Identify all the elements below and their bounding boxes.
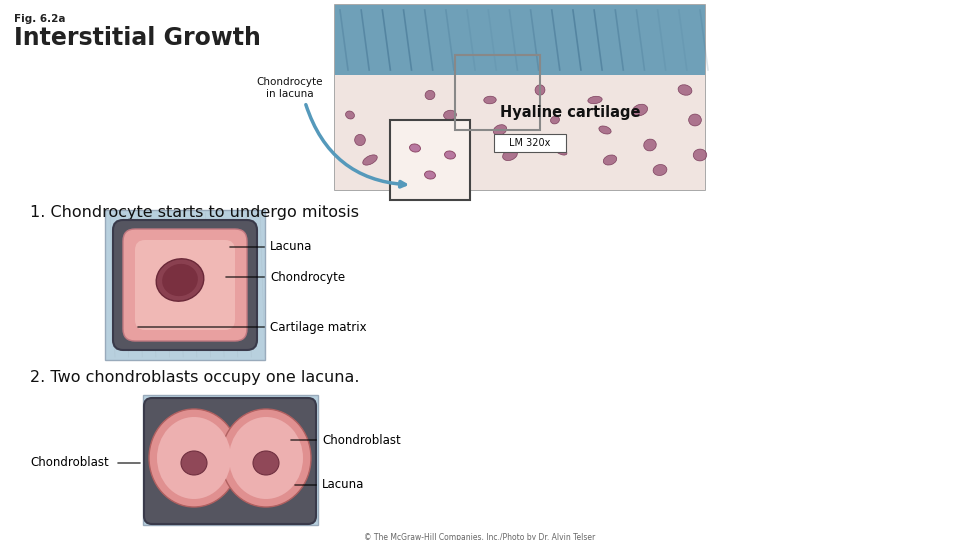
Ellipse shape xyxy=(162,264,198,296)
Ellipse shape xyxy=(149,409,239,507)
Ellipse shape xyxy=(598,124,612,136)
Ellipse shape xyxy=(454,135,466,145)
Ellipse shape xyxy=(444,151,455,159)
Ellipse shape xyxy=(229,417,303,499)
Ellipse shape xyxy=(636,104,645,116)
Ellipse shape xyxy=(688,115,702,125)
Text: Chondroblast: Chondroblast xyxy=(30,456,108,469)
Ellipse shape xyxy=(550,114,560,126)
FancyBboxPatch shape xyxy=(144,398,316,524)
Ellipse shape xyxy=(694,150,707,160)
Ellipse shape xyxy=(678,84,692,96)
FancyBboxPatch shape xyxy=(335,75,705,190)
Text: © The McGraw-Hill Companies, Inc./Photo by Dr. Alvin Telser: © The McGraw-Hill Companies, Inc./Photo … xyxy=(365,533,595,540)
Ellipse shape xyxy=(422,90,438,100)
Text: Interstitial Growth: Interstitial Growth xyxy=(14,26,261,50)
Ellipse shape xyxy=(253,451,279,475)
Ellipse shape xyxy=(181,451,207,475)
Ellipse shape xyxy=(221,409,311,507)
Text: Lacuna: Lacuna xyxy=(295,478,365,491)
Ellipse shape xyxy=(445,111,455,119)
Ellipse shape xyxy=(588,94,602,106)
Text: Cartilage matrix: Cartilage matrix xyxy=(138,321,367,334)
Ellipse shape xyxy=(643,140,658,150)
Ellipse shape xyxy=(157,417,231,499)
Ellipse shape xyxy=(603,156,617,164)
Text: 2. Two chondroblasts occupy one lacuna.: 2. Two chondroblasts occupy one lacuna. xyxy=(30,370,359,385)
Ellipse shape xyxy=(365,154,375,166)
Text: Chondrocyte: Chondrocyte xyxy=(226,271,346,284)
FancyBboxPatch shape xyxy=(105,210,265,360)
Ellipse shape xyxy=(156,259,204,301)
FancyBboxPatch shape xyxy=(494,134,566,152)
Text: 1. Chondrocyte starts to undergo mitosis: 1. Chondrocyte starts to undergo mitosis xyxy=(30,205,359,220)
Ellipse shape xyxy=(352,136,368,145)
Ellipse shape xyxy=(424,171,436,179)
Ellipse shape xyxy=(655,165,665,175)
Ellipse shape xyxy=(555,145,565,155)
FancyBboxPatch shape xyxy=(390,120,470,200)
FancyBboxPatch shape xyxy=(335,5,705,190)
Ellipse shape xyxy=(493,124,506,136)
Ellipse shape xyxy=(533,85,547,96)
FancyBboxPatch shape xyxy=(335,5,705,75)
Text: Chondrocyte
in lacuna: Chondrocyte in lacuna xyxy=(256,77,324,99)
Text: Lacuna: Lacuna xyxy=(229,240,312,253)
Text: Chondroblast: Chondroblast xyxy=(291,434,400,447)
Text: Fig. 6.2a: Fig. 6.2a xyxy=(14,14,65,24)
Ellipse shape xyxy=(410,144,420,152)
FancyBboxPatch shape xyxy=(113,220,257,350)
FancyBboxPatch shape xyxy=(135,240,235,330)
Ellipse shape xyxy=(504,150,516,160)
FancyBboxPatch shape xyxy=(143,395,318,525)
FancyBboxPatch shape xyxy=(123,229,247,341)
Ellipse shape xyxy=(484,95,496,105)
Ellipse shape xyxy=(344,109,356,121)
Text: Hyaline cartilage: Hyaline cartilage xyxy=(500,105,640,120)
Text: LM 320x: LM 320x xyxy=(510,138,551,148)
